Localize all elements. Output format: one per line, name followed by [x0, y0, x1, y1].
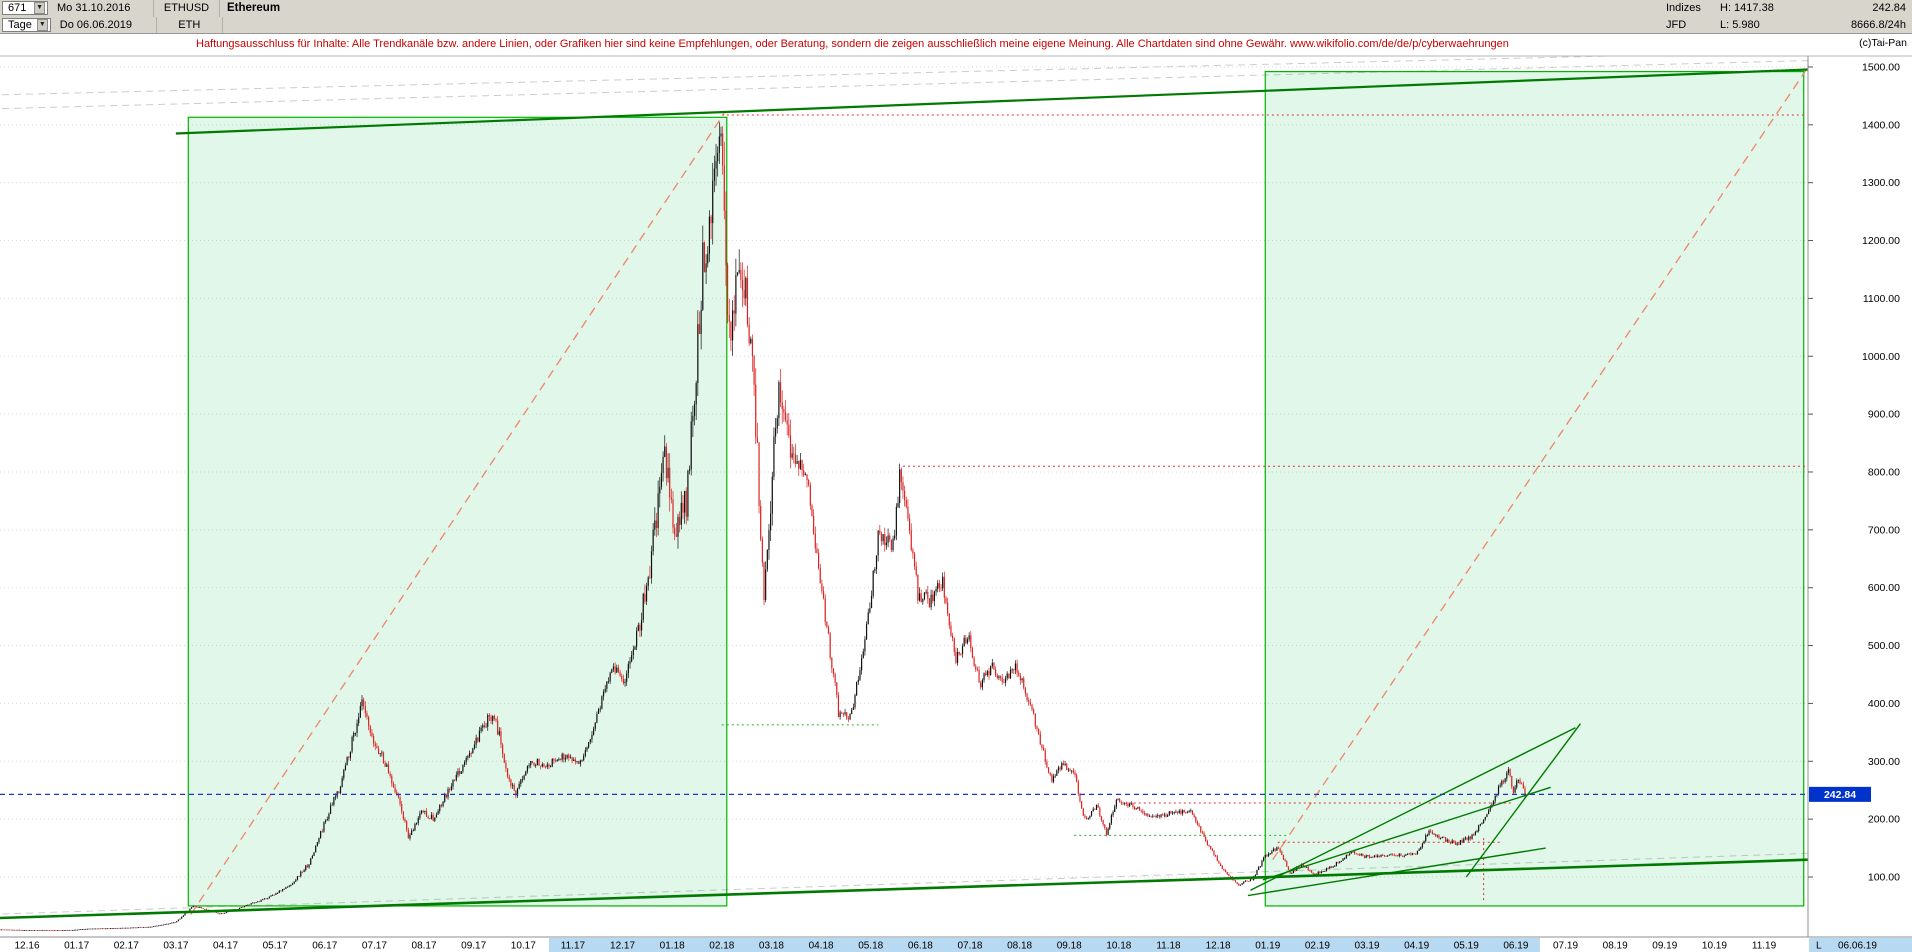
- price-tick-label: 700.00: [1868, 524, 1900, 536]
- time-tick-label: 03.18: [759, 941, 784, 952]
- copyright-label: (c)Tai-Pan: [1859, 37, 1907, 49]
- current-price-badge: [1809, 786, 1871, 802]
- time-tick-label: 07.19: [1553, 941, 1578, 952]
- candles-layer: [0, 122, 1526, 931]
- time-tick-label: 06.18: [908, 941, 933, 952]
- disclaimer-band: Haftungsausschluss für Inhalte: Alle Tre…: [0, 34, 1912, 56]
- grid-layer: [0, 66, 1808, 878]
- time-tick-label: 08.18: [1007, 941, 1032, 952]
- time-axis: 12.16 01.17 02.17 03.17 04.17 05.17 06.17 07.17…: [0, 936, 1912, 952]
- time-tick-label: 05.18: [858, 941, 883, 952]
- chevron-down-icon: ▼: [36, 18, 48, 31]
- time-tick-label: 10.17: [511, 941, 536, 952]
- price-tick-label: 600.00: [1868, 582, 1900, 594]
- header-row-2: Tage ▼ Do 06.06.2019 ETH: [0, 16, 287, 33]
- time-tick-label: 06.17: [312, 941, 337, 952]
- header-row-1: 671 ▼ Mo 31.10.2016 ETHUSD Ethereum: [0, 0, 287, 17]
- time-tick-label: 12.18: [1206, 941, 1231, 952]
- feed-label: JFD: [1666, 18, 1687, 31]
- time-tick-label: 02.17: [114, 941, 139, 952]
- plot-border: [0, 55, 1912, 937]
- price-tick-label: 1500.00: [1862, 61, 1900, 73]
- time-tick-label: 11.18: [1156, 941, 1181, 952]
- time-tick-label: 11.17: [561, 941, 586, 952]
- time-tick-label: 04.19: [1404, 941, 1429, 952]
- price-tick-label: 1000.00: [1862, 351, 1900, 363]
- time-tick-label: 04.17: [213, 941, 238, 952]
- price-tick-label: 100.00: [1868, 872, 1900, 884]
- header-right-row-1: Indizes H: 1417.38 242.84: [1666, 0, 1912, 17]
- disclaimer-text: Haftungsausschluss für Inhalte: Alle Tre…: [196, 38, 1509, 50]
- instrument-name: Ethereum: [227, 2, 281, 15]
- time-tick-label: 11.19: [1752, 941, 1777, 952]
- time-tick-label: 04.18: [809, 941, 834, 952]
- index-group-label: Indizes: [1666, 2, 1701, 15]
- price-tick-label: 1400.00: [1862, 119, 1900, 131]
- time-tick-label: 03.19: [1354, 941, 1379, 952]
- price-tick-label: 400.00: [1868, 698, 1900, 710]
- last-bar-marker: L: [1816, 941, 1822, 952]
- time-tick-label: 09.18: [1057, 941, 1082, 952]
- price-tick-label: 200.00: [1868, 814, 1900, 826]
- time-tick-label: 06.19: [1503, 941, 1528, 952]
- time-tick-label: 01.19: [1255, 941, 1280, 952]
- price-tick-label: 500.00: [1868, 640, 1900, 652]
- last-price-value: 242.84: [1872, 2, 1906, 15]
- header-right: Indizes H: 1417.38 242.84 JFD L: 5.980 8…: [1666, 0, 1912, 33]
- price-tick-label: 1100.00: [1863, 293, 1900, 305]
- price-tick-label: 300.00: [1868, 756, 1900, 768]
- chart-area: 100.00 200.00 300.00 400.00 500.00 600.00 700.…: [0, 34, 1912, 952]
- header-left: 671 ▼ Mo 31.10.2016 ETHUSD Ethereum Tage…: [0, 0, 287, 33]
- time-tick-label: 08.19: [1603, 941, 1628, 952]
- plot-layers: [0, 56, 1808, 931]
- time-tick-label: 05.19: [1454, 941, 1479, 952]
- price-axis: 100.00 200.00 300.00 400.00 500.00 600.00 700.…: [1808, 61, 1900, 884]
- time-tick-label: 12.16: [14, 941, 39, 952]
- range-end-date: Do 06.06.2019: [53, 16, 157, 33]
- time-tick-label: 08.17: [412, 941, 437, 952]
- time-tick-label: 02.18: [709, 941, 734, 952]
- chart-plot-area[interactable]: [0, 56, 1808, 937]
- chevron-down-icon: ▼: [34, 2, 45, 15]
- time-tick-label: 01.17: [64, 941, 89, 952]
- bars-count: 671: [8, 2, 27, 15]
- header-right-row-2: JFD L: 5.980 8666.8/24h: [1666, 17, 1912, 34]
- period-low: L: 5.980: [1720, 18, 1760, 31]
- time-tick-label: 10.19: [1702, 941, 1727, 952]
- price-tick-label: 1300.00: [1862, 177, 1900, 189]
- time-tick-label: 09.19: [1652, 941, 1677, 952]
- bars-count-dropdown[interactable]: 671 ▼: [2, 1, 48, 16]
- time-tick-label: 10.18: [1106, 941, 1131, 952]
- price-tick-label: 800.00: [1868, 466, 1900, 478]
- time-tick-label: 07.17: [362, 941, 387, 952]
- chart-header: 671 ▼ Mo 31.10.2016 ETHUSD Ethereum Tage…: [0, 0, 1912, 34]
- time-tick-label: 09.17: [461, 941, 486, 952]
- range-start-date: Mo 31.10.2016: [50, 0, 154, 17]
- time-tick-label: 05.17: [263, 941, 288, 952]
- symbol-field[interactable]: ETHUSD: [154, 0, 220, 17]
- price-tick-label: 900.00: [1868, 409, 1900, 421]
- symbol-short: ETH: [157, 16, 223, 33]
- gray-trendlines: [2, 56, 1808, 915]
- red-dashed-trendlines: [190, 69, 1807, 915]
- price-chart[interactable]: 100.00 200.00 300.00 400.00 500.00 600.00 700.…: [0, 34, 1912, 952]
- timeframe-dropdown[interactable]: Tage ▼: [2, 17, 51, 32]
- volume-24h: 8666.8/24h: [1850, 18, 1906, 31]
- time-tick-label: 01.18: [660, 941, 685, 952]
- green-trendlines: [0, 68, 1808, 920]
- time-tick-label: 03.17: [163, 941, 188, 952]
- time-tick-label: 02.19: [1305, 941, 1330, 952]
- time-tick-label: 07.18: [957, 941, 982, 952]
- price-tick-label: 1200.00: [1862, 235, 1900, 247]
- chart-background: [0, 34, 1912, 952]
- timeframe-value: Tage: [8, 18, 32, 31]
- last-bar-date: 06.06.19: [1838, 941, 1877, 952]
- current-price-badge-label: 242.84: [1824, 789, 1856, 801]
- time-tick-label: 12.17: [610, 941, 635, 952]
- time-axis-highlight: [548, 938, 1540, 952]
- period-high: H: 1417.38: [1720, 2, 1774, 15]
